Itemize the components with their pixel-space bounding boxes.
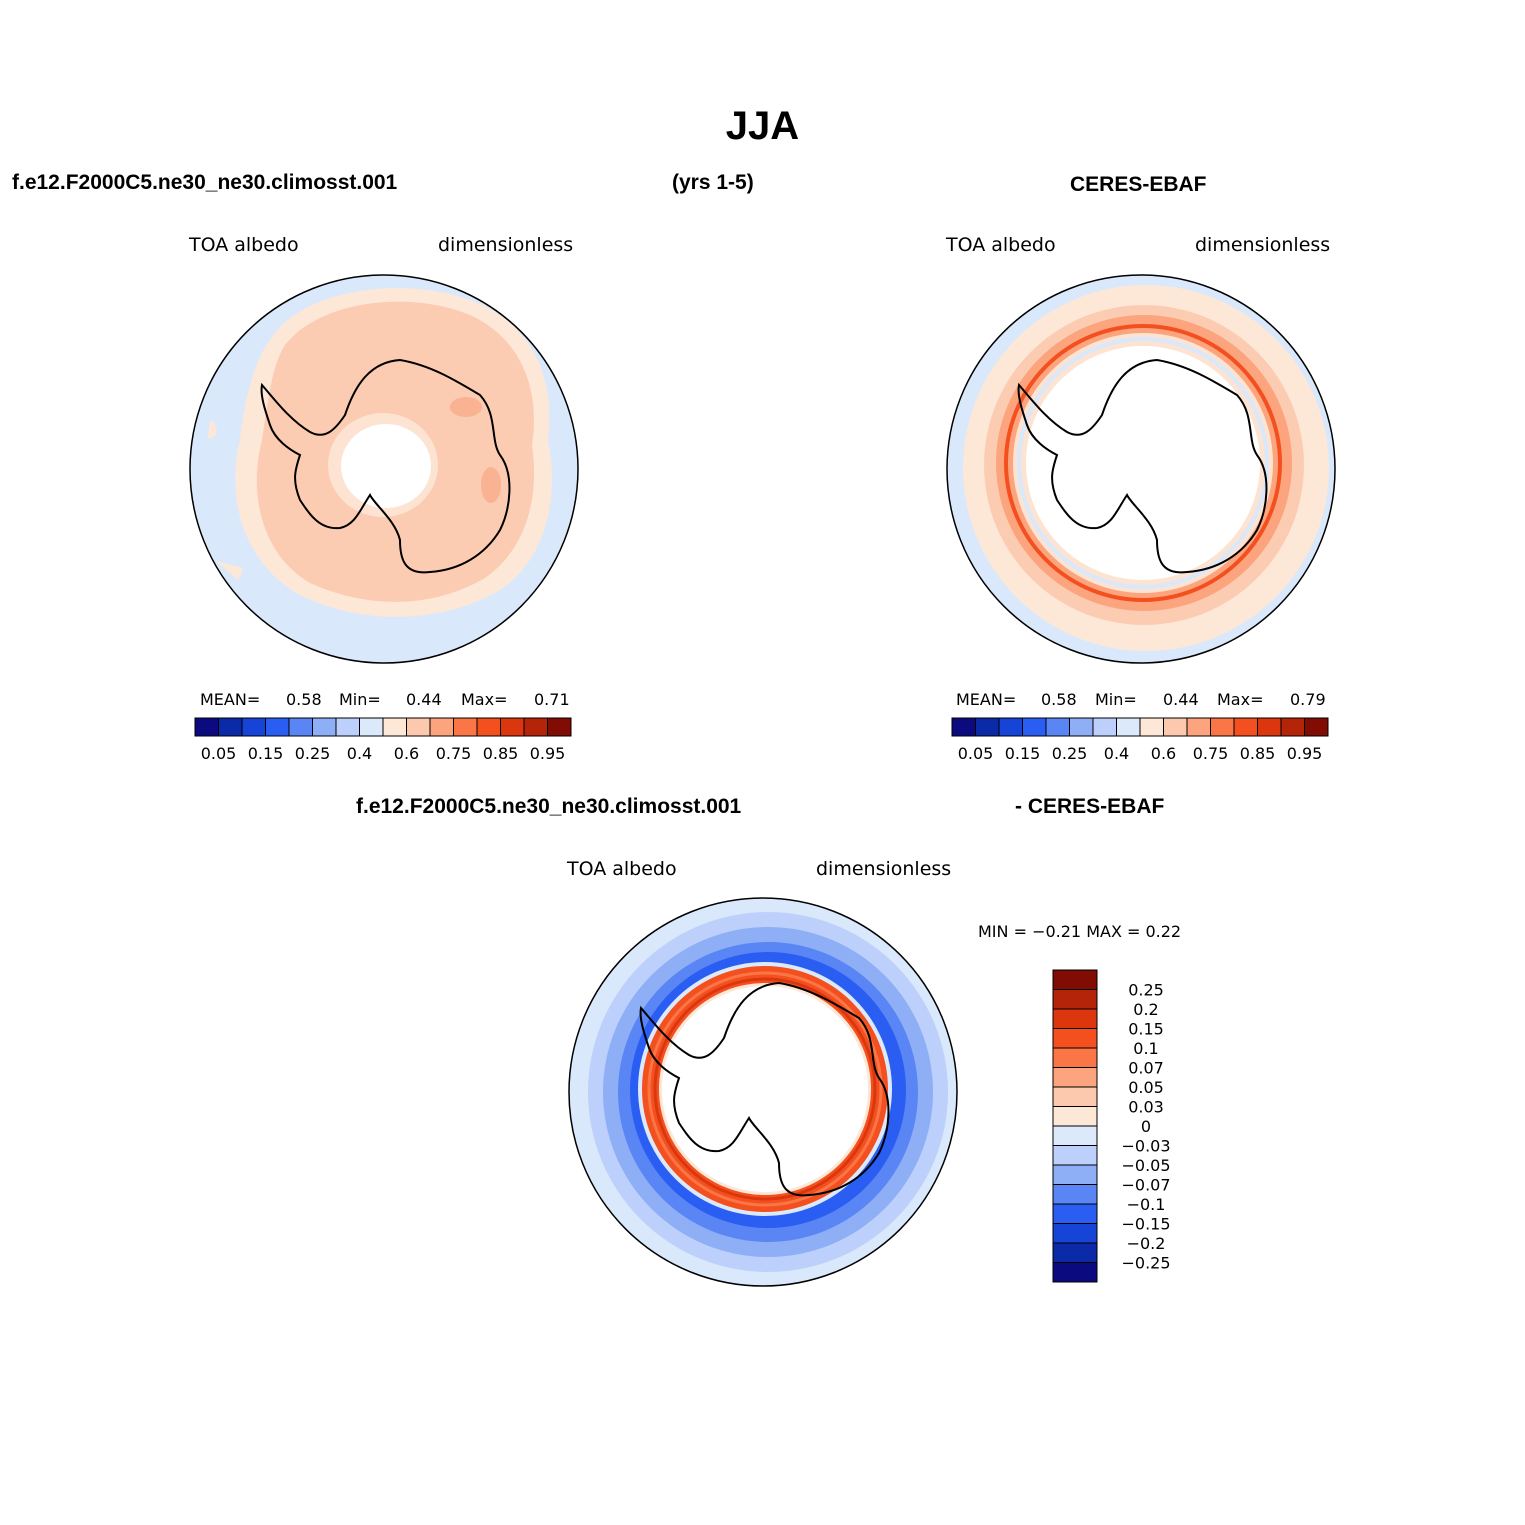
panel3-colorbar-swatch [1052,1145,1098,1166]
panel1-colorbar-tick-label: 0.4 [347,744,372,763]
panel1-max-label: Max= [461,690,508,709]
panel3-colorbar-tick-label: 0 [1141,1117,1151,1136]
panel3-colorbar-tick-label: −0.25 [1121,1254,1170,1273]
panel2-colorbar-tick-label: 0.6 [1151,744,1176,763]
panel3-colorbar-swatch [1052,1086,1098,1107]
panel1-colorbar-tick-label: 0.85 [483,744,519,763]
panel1-min-label: Min= [339,690,381,709]
panel1-colorbar-swatch [547,717,572,737]
panel2-colorbar-swatch [1304,717,1329,737]
panel3-minmax: MIN = −0.21 MAX = 0.22 [978,922,1182,941]
panel2-colorbar-tick-label: 0.95 [1287,744,1323,763]
panel2-colorbar-tick-label: 0.25 [1052,744,1088,763]
figure-title: JJA [725,104,800,148]
years-label: (yrs 1-5) [672,171,754,194]
panel2-max: 0.79 [1290,690,1326,709]
bottom-case-left-label: f.e12.F2000C5.ne30_ne30.climosst.001 [356,795,742,818]
panel1-colorbar-tick-label: 0.95 [530,744,566,763]
panel3-colorbar-tick-label: −0.05 [1121,1156,1170,1175]
panel2-variable: TOA albedo [946,234,1056,256]
panel2-max-label: Max= [1217,690,1264,709]
panel2-min-label: Min= [1095,690,1137,709]
panel3-variable: TOA albedo [567,858,677,880]
panel3-colorbar-tick-label: −0.1 [1127,1195,1166,1214]
panel3-colorbar-tick-label: −0.2 [1127,1234,1166,1253]
panel1-mean: 0.58 [286,690,322,709]
panel2-colorbar-tick-label: 0.05 [958,744,994,763]
panel3-coastline [639,981,890,1197]
panel2-colorbar-tick-label: 0.75 [1193,744,1229,763]
panel3-colorbar: 0.250.20.150.10.070.050.030−0.03−0.05−0.… [1052,969,1171,1283]
panel3-colorbar-swatch [1052,1028,1098,1049]
panel3-colorbar-tick-label: −0.15 [1121,1215,1170,1234]
panel3-colorbar-tick-label: 0.2 [1133,1000,1158,1019]
bottom-case-right-label: - CERES-EBAF [1015,795,1165,818]
top-left-case-label: f.e12.F2000C5.ne30_ne30.climosst.001 [12,171,398,194]
panel3-colorbar-swatch [1052,1164,1098,1185]
panel3-colorbar-swatch [1052,1047,1098,1068]
panel1-max: 0.71 [534,690,570,709]
panel3-colorbar-swatch [1052,1106,1098,1127]
panel3-colorbar-tick-label: −0.03 [1121,1137,1170,1156]
panel3-colorbar-swatch [1052,969,1098,990]
panel1-colorbar-tick-label: 0.05 [201,744,237,763]
panel3-colorbar-swatch [1052,1262,1098,1283]
panel2-mean: 0.58 [1041,690,1077,709]
panel1-min: 0.44 [406,690,442,709]
panel3-colorbar-swatch [1052,1067,1098,1088]
panel3-colorbar-tick-label: 0.1 [1133,1039,1158,1058]
panel2-coastline [1017,358,1268,574]
panel1-units: dimensionless [438,234,574,256]
panel2-colorbar-tick-label: 0.15 [1005,744,1041,763]
panel1-mean-label: MEAN= [200,690,261,709]
panel3-colorbar-swatch [1052,1223,1098,1244]
panel3-units: dimensionless [816,858,952,880]
panel2-colorbar: 0.05 0.15 0.25 0.4 0.6 0.75 0.85 0.95 [951,717,1329,763]
top-right-case-label: CERES-EBAF [1070,173,1207,196]
panel3-colorbar-swatch [1052,1125,1098,1146]
panel1-coastline [260,358,511,574]
panel1-colorbar-tick-label: 0.25 [295,744,331,763]
panel3-colorbar-tick-label: 0.15 [1128,1020,1164,1039]
panel1-colorbar-tick-label: 0.15 [248,744,284,763]
panel3-colorbar-tick-label: 0.03 [1128,1098,1164,1117]
panel3-colorbar-tick-label: −0.07 [1121,1176,1170,1195]
panel3-colorbar-swatch [1052,1184,1098,1205]
panel3-colorbar-swatch [1052,1242,1098,1263]
panel2-units: dimensionless [1195,234,1331,256]
panel3-colorbar-swatch [1052,1008,1098,1029]
panel1-colorbar-tick-label: 0.75 [436,744,472,763]
panel2-mean-label: MEAN= [956,690,1017,709]
panel2-colorbar-tick-label: 0.4 [1104,744,1129,763]
panel2-colorbar-tick-label: 0.85 [1240,744,1276,763]
panel1-colorbar: 0.05 0.15 0.25 0.4 0.6 0.75 0.85 0.95 [194,717,572,763]
panel3-colorbar-tick-label: 0.05 [1128,1078,1164,1097]
panel3-colorbar-tick-label: 0.25 [1128,981,1164,1000]
panel3-colorbar-swatch [1052,989,1098,1010]
panel3-colorbar-tick-label: 0.07 [1128,1059,1164,1078]
panel3-colorbar-swatch [1052,1203,1098,1224]
panel1-variable: TOA albedo [189,234,299,256]
panel2-min: 0.44 [1163,690,1199,709]
panel1-colorbar-tick-label: 0.6 [394,744,419,763]
